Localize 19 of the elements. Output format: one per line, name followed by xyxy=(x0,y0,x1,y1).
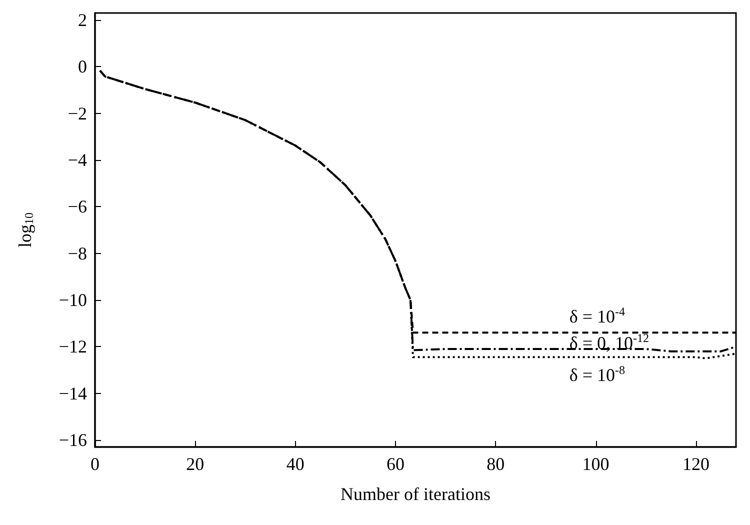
x-tick-label: 120 xyxy=(682,454,710,474)
y-tick-label: −16 xyxy=(58,430,87,450)
x-axis-title: Number of iterations xyxy=(340,484,490,504)
y-tick-label: −2 xyxy=(68,103,87,124)
x-tick-label: 20 xyxy=(186,454,204,474)
x-tick-label: 80 xyxy=(486,454,505,474)
x-tick-label: 60 xyxy=(386,454,404,474)
y-tick-label: −8 xyxy=(68,243,87,264)
y-tick-label: 2 xyxy=(78,10,87,30)
y-axis-title: log10 xyxy=(15,212,36,248)
y-tick-label: −12 xyxy=(58,336,87,357)
y-tick-label: −14 xyxy=(58,383,87,404)
y-tick-label: −6 xyxy=(68,196,87,217)
y-tick-label: −4 xyxy=(68,150,87,170)
y-tick-label: −10 xyxy=(58,290,87,310)
x-tick-label: 40 xyxy=(286,454,304,474)
x-tick-label: 100 xyxy=(582,454,610,474)
y-tick-label: 0 xyxy=(78,56,87,77)
x-tick-label: 0 xyxy=(90,454,100,474)
